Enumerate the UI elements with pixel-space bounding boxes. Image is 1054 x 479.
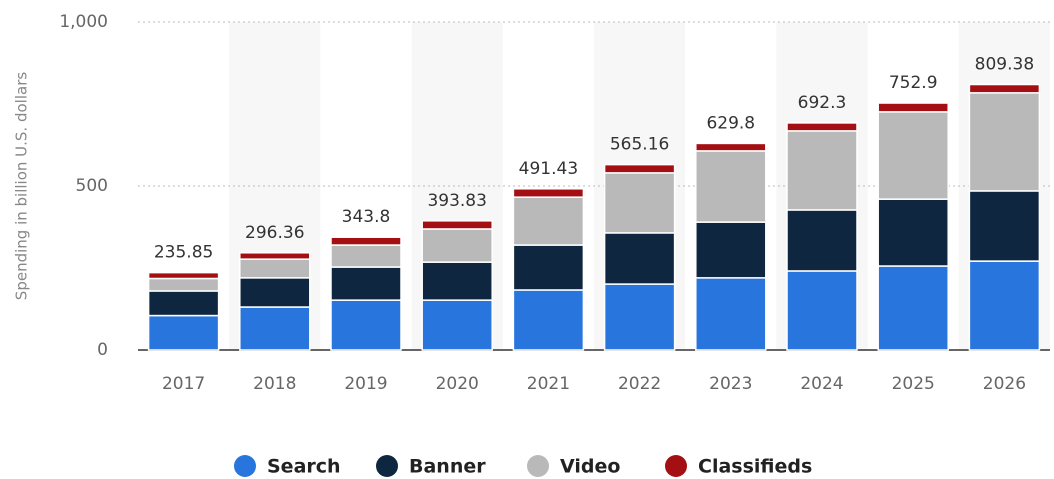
total-label: 629.8 (706, 113, 755, 133)
y-tick-label: 500 (76, 176, 108, 196)
bar-segment (695, 142, 767, 152)
bar-segment (603, 163, 676, 174)
bar-segment (421, 261, 493, 301)
bar-segment (421, 220, 493, 230)
bar-segment (330, 236, 402, 246)
y-axis-title: Spending in billion U.S. dollars (13, 72, 31, 301)
total-label: 809.38 (975, 55, 1034, 75)
x-tick-label: 2023 (709, 374, 752, 394)
legend-swatch (234, 455, 256, 477)
x-tick-label: 2019 (344, 374, 387, 394)
bar-segment (512, 196, 585, 246)
bar-segment (147, 271, 220, 280)
x-tick-label: 2024 (800, 374, 843, 394)
bar-segment (239, 306, 311, 351)
bar-segment (330, 244, 402, 268)
total-label: 393.83 (427, 191, 486, 211)
x-tick-label: 2021 (527, 374, 570, 394)
bar-segment (239, 277, 311, 308)
x-tick-label: 2025 (892, 374, 935, 394)
bar-segment (786, 130, 858, 211)
bar-segment (147, 314, 220, 351)
bar-segment (421, 228, 493, 263)
bar-segment (877, 198, 949, 267)
bar-segment (968, 92, 1041, 192)
bar-segment (968, 190, 1041, 262)
bar-segment (603, 283, 676, 351)
bar-segment (695, 221, 767, 279)
bar-segment (330, 266, 402, 301)
bar-segment (421, 299, 493, 351)
bar-segment (147, 277, 220, 292)
bar-segment (239, 252, 311, 260)
total-label: 491.43 (519, 159, 578, 179)
bar-segment (239, 258, 311, 279)
bar-segment (695, 277, 767, 351)
x-tick-label: 2022 (618, 374, 661, 394)
x-tick-label: 2017 (162, 374, 205, 394)
total-label: 343.8 (342, 207, 391, 227)
y-tick-label: 0 (97, 340, 108, 360)
total-label: 692.3 (798, 93, 847, 113)
bar-segment (786, 209, 858, 272)
total-label: 296.36 (245, 223, 304, 243)
total-label: 565.16 (610, 135, 669, 155)
bar-segment (512, 188, 585, 198)
legend-label: Banner (409, 456, 486, 478)
bar-segment (330, 299, 402, 351)
x-tick-label: 2018 (253, 374, 296, 394)
x-tick-label: 2020 (436, 374, 479, 394)
bar-segment (877, 111, 949, 200)
y-tick-label: 1,000 (59, 12, 108, 32)
bar-segment (695, 150, 767, 223)
bar-segment (786, 122, 858, 132)
legend-swatch (665, 455, 687, 477)
legend-swatch (527, 455, 549, 477)
legend-label: Search (267, 456, 341, 478)
bar-segment (603, 172, 676, 234)
total-label: 235.85 (154, 243, 213, 263)
bar-segment (968, 260, 1041, 351)
legend-label: Classifieds (698, 456, 812, 478)
bar-segment (877, 102, 949, 113)
bar-segment (147, 290, 220, 317)
total-label: 752.9 (889, 73, 938, 93)
bar-segment (877, 265, 949, 351)
bar-segment (603, 232, 676, 285)
bar-segment (512, 244, 585, 291)
bar-segment (786, 270, 858, 351)
bar-segment (512, 289, 585, 351)
legend-label: Video (560, 456, 620, 478)
legend-swatch (376, 455, 398, 477)
x-tick-label: 2026 (983, 374, 1026, 394)
bar-segment (968, 83, 1041, 94)
